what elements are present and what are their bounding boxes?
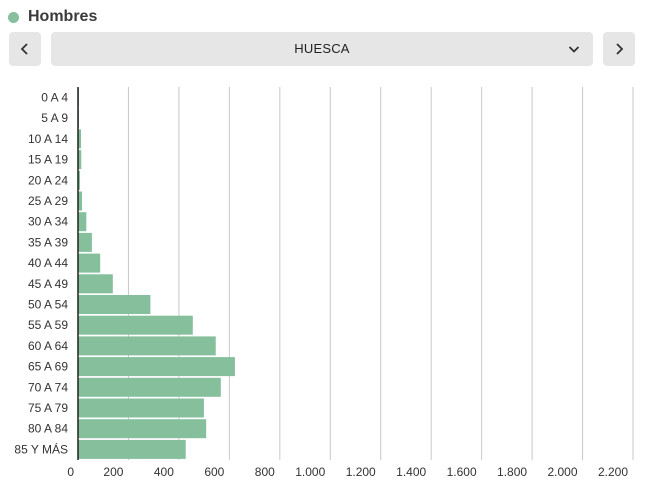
bar-7[interactable] <box>78 232 92 252</box>
y-tick-label: 10 A 14 <box>28 132 68 146</box>
bar-10[interactable] <box>78 295 151 314</box>
previous-button[interactable] <box>9 32 41 66</box>
bar-3[interactable] <box>78 150 82 170</box>
chevron-right-icon <box>616 43 624 55</box>
bar-11[interactable] <box>78 315 193 335</box>
legend: Hombres <box>8 6 97 28</box>
region-select[interactable]: HUESCA <box>51 32 593 66</box>
y-tick-label: 30 A 34 <box>28 215 68 229</box>
y-tick-label: 35 A 39 <box>28 235 68 249</box>
bar-4[interactable] <box>78 170 81 190</box>
x-tick-label: 0 <box>67 465 74 479</box>
next-button[interactable] <box>603 32 635 66</box>
bar-13[interactable] <box>78 357 235 377</box>
y-tick-label: 40 A 44 <box>28 256 68 270</box>
legend-swatch <box>8 11 19 23</box>
bar-14[interactable] <box>78 377 221 397</box>
bar-6[interactable] <box>78 212 87 232</box>
y-tick-label: 75 A 79 <box>28 401 68 415</box>
bar-9[interactable] <box>78 274 113 294</box>
x-tick-label: 1.800 <box>497 465 527 479</box>
legend-label: Hombres <box>28 8 98 25</box>
bar-17[interactable] <box>78 439 186 459</box>
x-tick-label: 200 <box>103 465 123 479</box>
y-tick-label: 45 A 49 <box>28 277 68 291</box>
x-tick-label: 1.200 <box>346 465 376 479</box>
y-tick-label: 25 A 29 <box>28 194 68 208</box>
y-tick-label: 20 A 24 <box>28 173 68 187</box>
y-tick-label: 55 A 59 <box>28 318 68 332</box>
x-tick-label: 400 <box>154 465 174 479</box>
bar-2[interactable] <box>78 129 82 149</box>
bar-8[interactable] <box>78 253 101 273</box>
x-tick-label: 1.000 <box>295 465 325 479</box>
y-tick-label: 15 A 19 <box>28 153 68 167</box>
y-tick-label: 65 A 69 <box>28 360 68 374</box>
y-tick-label: 50 A 54 <box>28 298 68 312</box>
y-tick-label: 0 A 4 <box>41 91 68 105</box>
x-tick-label: 2.200 <box>598 465 628 479</box>
bar-12[interactable] <box>78 336 216 356</box>
chevron-left-icon <box>20 43 28 55</box>
x-tick-label: 800 <box>255 465 275 479</box>
bar-16[interactable] <box>78 419 207 439</box>
y-tick-label: 60 A 64 <box>28 339 68 353</box>
x-tick-label: 2.000 <box>548 465 578 479</box>
bar-15[interactable] <box>78 398 204 418</box>
x-tick-label: 1.600 <box>447 465 477 479</box>
y-tick-label: 80 A 84 <box>28 422 68 436</box>
x-tick-label: 600 <box>204 465 224 479</box>
y-tick-label: 70 A 74 <box>28 380 68 394</box>
x-tick-label: 1.400 <box>396 465 426 479</box>
bar-5[interactable] <box>78 191 83 211</box>
y-tick-label: 85 Y MÁS <box>14 441 68 456</box>
region-select-value: HUESCA <box>294 41 350 56</box>
chevron-down-icon <box>568 46 580 53</box>
y-tick-label: 5 A 9 <box>41 111 68 125</box>
